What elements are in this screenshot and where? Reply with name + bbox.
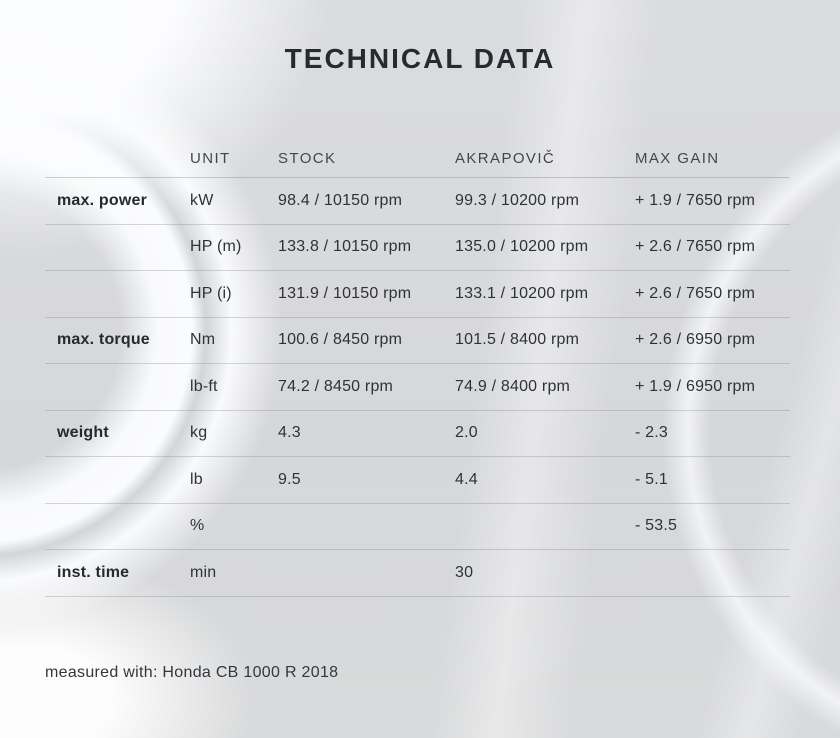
cell-unit: lb bbox=[190, 470, 203, 488]
technical-data-table: UNIT STOCK AKRAPOVIČ MAX GAIN max. power… bbox=[45, 139, 790, 597]
cell-max-gain: + 2.6 / 6950 rpm bbox=[635, 331, 756, 349]
cell-unit: kW bbox=[190, 191, 214, 209]
cell-unit: HP (m) bbox=[190, 238, 242, 256]
cell-max-gain: + 1.9 / 7650 rpm bbox=[635, 191, 756, 209]
table-row-max-power-hp-m: HP (m) 133.8 / 10150 rpm 135.0 / 10200 r… bbox=[45, 225, 790, 271]
table-row-inst-time: inst. time min 30 bbox=[45, 550, 790, 597]
cell-stock: 4.3 bbox=[278, 424, 301, 442]
cell-akrapovic: 2.0 bbox=[455, 424, 478, 442]
cell-akrapovic: 135.0 / 10200 rpm bbox=[455, 238, 589, 256]
cell-stock: 100.6 / 8450 rpm bbox=[278, 331, 403, 349]
table-row-max-torque-nm: max. torque Nm 100.6 / 8450 rpm 101.5 / … bbox=[45, 318, 790, 364]
row-label: max. power bbox=[57, 191, 148, 209]
page-title: TECHNICAL DATA bbox=[284, 43, 556, 74]
cell-unit: HP (i) bbox=[190, 284, 232, 302]
cell-akrapovic: 99.3 / 10200 rpm bbox=[455, 191, 580, 209]
cell-max-gain: + 2.6 / 7650 rpm bbox=[635, 284, 756, 302]
cell-stock: 74.2 / 8450 rpm bbox=[278, 377, 394, 395]
column-header-unit: UNIT bbox=[190, 149, 231, 167]
cell-unit: min bbox=[190, 563, 217, 581]
cell-max-gain: - 5.1 bbox=[635, 470, 669, 488]
table-row-max-power-hp-i: HP (i) 131.9 / 10150 rpm 133.1 / 10200 r… bbox=[45, 271, 790, 318]
cell-max-gain: - 53.5 bbox=[635, 517, 678, 535]
cell-stock: 133.8 / 10150 rpm bbox=[278, 238, 412, 256]
table-row-weight-lb: lb 9.5 4.4 - 5.1 bbox=[45, 457, 790, 504]
table-row-max-torque-lbft: lb-ft 74.2 / 8450 rpm 74.9 / 8400 rpm + … bbox=[45, 364, 790, 411]
row-label: max. torque bbox=[57, 331, 150, 349]
cell-unit: Nm bbox=[190, 331, 216, 349]
row-label: inst. time bbox=[57, 563, 130, 581]
cell-unit: kg bbox=[190, 424, 208, 442]
column-header-max-gain: MAX GAIN bbox=[635, 149, 720, 167]
cell-akrapovic: 74.9 / 8400 rpm bbox=[455, 377, 571, 395]
column-header-akrapovic: AKRAPOVIČ bbox=[455, 149, 556, 167]
cell-stock: 9.5 bbox=[278, 470, 301, 488]
cell-stock: 98.4 / 10150 rpm bbox=[278, 191, 403, 209]
row-label: weight bbox=[57, 424, 109, 442]
cell-akrapovic: 4.4 bbox=[455, 470, 478, 488]
table-row-weight-percent: % - 53.5 bbox=[45, 504, 790, 550]
cell-stock: 131.9 / 10150 rpm bbox=[278, 284, 412, 302]
measured-with-note: measured with: Honda CB 1000 R 2018 bbox=[45, 664, 339, 681]
cell-unit: % bbox=[190, 517, 205, 535]
cell-unit: lb-ft bbox=[190, 377, 218, 395]
cell-max-gain: + 1.9 / 6950 rpm bbox=[635, 377, 756, 395]
cell-akrapovic: 30 bbox=[455, 563, 474, 581]
column-header-stock: STOCK bbox=[278, 149, 337, 167]
cell-max-gain: - 2.3 bbox=[635, 424, 669, 442]
cell-akrapovic: 133.1 / 10200 rpm bbox=[455, 284, 589, 302]
cell-akrapovic: 101.5 / 8400 rpm bbox=[455, 331, 580, 349]
cell-max-gain: + 2.6 / 7650 rpm bbox=[635, 238, 756, 256]
table-row-max-power-kw: max. power kW 98.4 / 10150 rpm 99.3 / 10… bbox=[45, 178, 790, 225]
table-row-weight-kg: weight kg 4.3 2.0 - 2.3 bbox=[45, 411, 790, 457]
table-header-row: UNIT STOCK AKRAPOVIČ MAX GAIN bbox=[45, 139, 790, 178]
